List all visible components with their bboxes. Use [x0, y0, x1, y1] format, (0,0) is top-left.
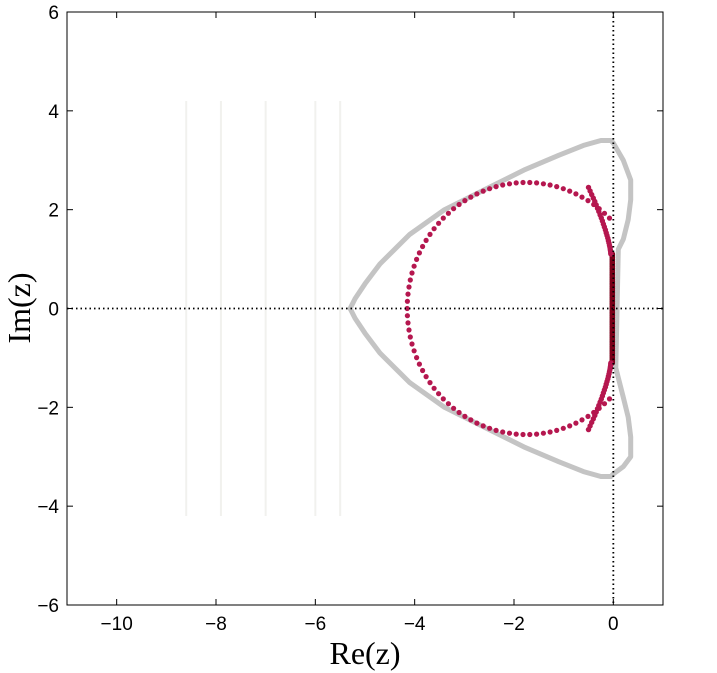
eigenvalue-point-cap [585, 184, 592, 191]
eigenvalue-point [406, 284, 412, 290]
eigenvalue-point [567, 188, 573, 194]
eigenvalue-point [451, 405, 457, 411]
x-tick-label: −2 [503, 614, 525, 635]
eigenvalue-point [560, 186, 566, 192]
eigenvalue-point [487, 186, 493, 192]
eigenvalue-point [409, 341, 415, 347]
eigenvalue-point-cap [585, 426, 592, 433]
eigenvalue-point [414, 256, 420, 262]
eigenvalue-point [416, 361, 422, 367]
eigenvalue-point [573, 420, 579, 426]
y-axis-label: Im(z) [1, 272, 37, 343]
tick-layer: −10 −8 −6 −4 −2 0 −6 −4 −2 0 2 4 6 [37, 3, 663, 635]
eigenvalue-point [462, 413, 468, 419]
eigenvalue-point [405, 291, 411, 297]
eigenvalue-point [431, 385, 437, 391]
y-tick-label: −4 [37, 497, 59, 518]
y-tick-label: 0 [48, 300, 59, 321]
eigenvalue-point [409, 270, 415, 276]
x-tick-label: 0 [608, 614, 619, 635]
eigenvalue-point [440, 215, 446, 221]
eigenvalue-point [406, 327, 412, 333]
eigenvalue-point [601, 401, 608, 407]
eigenvalue-point [451, 206, 457, 212]
eigenvalue-point [440, 396, 446, 402]
eigenvalue-point [585, 413, 591, 419]
eigenvalue-point [493, 427, 499, 433]
eigenvalue-point [606, 396, 613, 402]
eigenvalue-point [407, 334, 413, 340]
eigenvalue-point [420, 367, 426, 374]
eigenvalue-point [601, 210, 608, 216]
eigenvalue-point [436, 391, 442, 397]
eigenvalue-point [427, 231, 433, 237]
eigenvalue-point [500, 182, 506, 188]
eigenvalue-point [456, 409, 462, 416]
eigenvalue-point [436, 220, 442, 226]
eigenvalue-point [540, 430, 547, 436]
y-tick-label: 2 [48, 201, 59, 222]
eigenvalue-point [534, 180, 540, 186]
eigenvalue-point [462, 198, 468, 204]
eigenvalue-point [513, 431, 519, 437]
eigenvalue-point [480, 423, 486, 429]
eigenvalue-point [404, 298, 410, 304]
eigenvalue-point [560, 425, 566, 431]
eigenvalue-point [527, 179, 533, 186]
eigenvalue-point [411, 348, 417, 354]
eigenvalue-point [487, 425, 493, 431]
x-axis-label: Re(z) [329, 635, 400, 671]
eigenvalue-point [534, 431, 540, 437]
eigenvalue-point [520, 431, 526, 438]
eigenvalue-point [540, 181, 547, 187]
x-tick-label: −10 [101, 614, 133, 635]
y-tick-label: −2 [37, 398, 59, 419]
eigenvalue-point [404, 305, 410, 312]
eigenvalue-point [579, 194, 585, 200]
eigenvalue-point [431, 226, 437, 232]
eigenvalue-point [554, 184, 560, 190]
eigenvalue-point [493, 184, 499, 190]
eigenvalue-point [423, 237, 429, 243]
eigenvalue-point [500, 429, 506, 435]
series-layer [347, 138, 634, 479]
eigenvalue-point [527, 431, 533, 438]
eigenvalue-point [474, 420, 480, 426]
eigenvalue-point [520, 179, 526, 186]
eigenvalue-point [411, 263, 417, 269]
eigenvalue-point [416, 250, 422, 256]
y-tick-label: −6 [37, 596, 59, 617]
eigenvalue-point [506, 181, 513, 187]
eigenvalue-point [468, 417, 474, 423]
x-tick-label: −8 [205, 614, 227, 635]
eigenvalue-point [547, 182, 553, 188]
y-tick-label: 6 [48, 3, 59, 24]
eigenvalue-point [585, 198, 591, 204]
eigenvalue-point [423, 374, 429, 380]
eigenvalue-point [606, 215, 613, 221]
eigenvalue-point [480, 188, 486, 194]
eigenvalue-point [404, 313, 410, 319]
eigenvalue-point [405, 320, 411, 326]
eigenvalue-point [547, 429, 553, 435]
eigenvalue-point [567, 423, 573, 429]
eigenvalue-point [474, 191, 480, 197]
eigenvalue-point [456, 201, 462, 208]
eigenvalue-point [573, 191, 579, 197]
eigenvalue-point [468, 194, 474, 200]
eigenvalue-point [427, 380, 433, 386]
x-tick-label: −6 [304, 614, 326, 635]
eigenvalue-point [414, 355, 420, 361]
eigenvalue-point [506, 430, 513, 436]
eigenvalue-point [420, 243, 426, 250]
eigenvalue-point [513, 180, 519, 186]
y-tick-label: 4 [48, 102, 59, 123]
eigenvalue-point [445, 210, 451, 216]
x-tick-label: −4 [404, 614, 426, 635]
eigenvalue-point [407, 277, 413, 283]
eigenvalue-point [579, 417, 585, 423]
eigenvalue-point [554, 427, 560, 433]
eigenvalue-point [445, 401, 451, 407]
